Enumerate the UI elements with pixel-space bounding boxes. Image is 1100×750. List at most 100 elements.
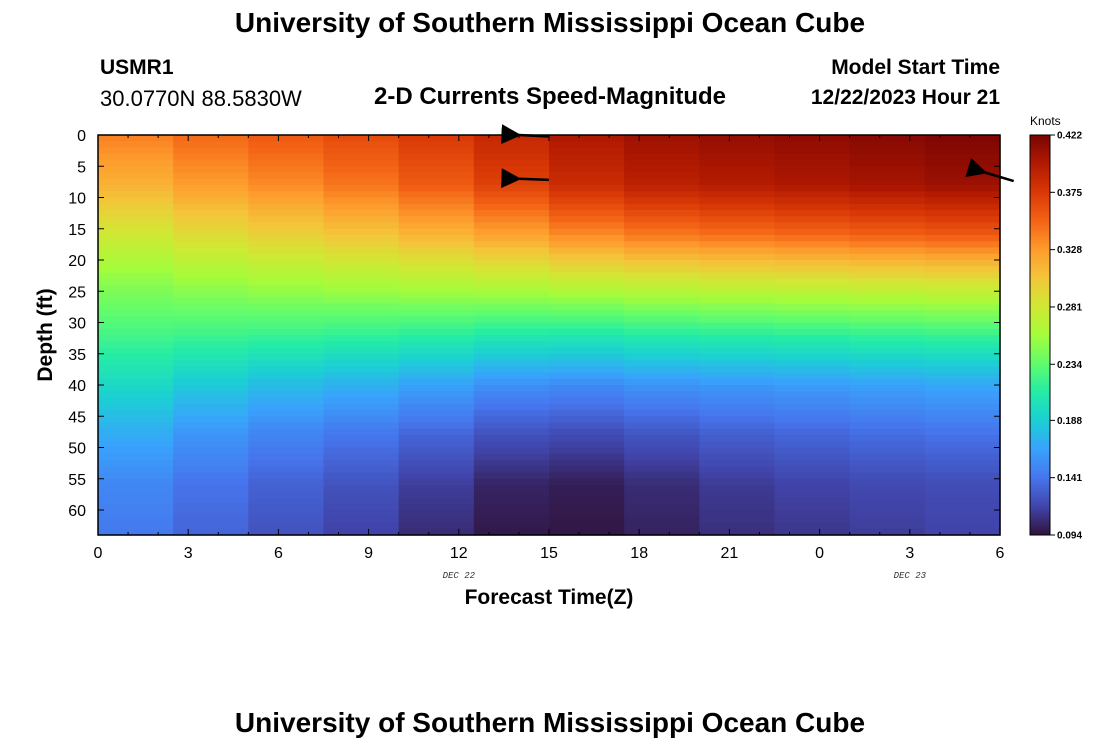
heatmap-cell [924,478,1001,486]
x-tick-label: 18 [630,545,648,562]
heatmap-cell [549,347,625,355]
y-tick-label: 40 [68,378,86,395]
heatmap-cell [549,453,625,461]
heatmap-cell [924,378,1001,386]
heatmap-cell [398,253,475,261]
heatmap-cell [98,422,174,430]
heatmap-cell [624,316,700,324]
heatmap-cell [473,185,550,192]
heatmap-cell [398,378,475,386]
heatmap-cell [98,341,174,349]
heatmap-cell [98,235,174,242]
heatmap-cell [473,310,550,317]
heatmap-cell [549,447,625,455]
heatmap-cell [699,503,776,511]
y-tick-label: 20 [68,253,86,270]
colorbar-tick-label: 0.422 [1057,131,1082,142]
heatmap-cell [849,147,926,155]
heatmap-cell [248,410,325,417]
heatmap-cell [624,328,700,336]
heatmap-cell [398,228,475,236]
heatmap-cell [549,328,625,336]
heatmap-cell [248,216,325,224]
heatmap-cell [549,528,625,536]
heatmap-cell [473,422,550,430]
x-tick-label: 9 [364,545,373,562]
heatmap-cell [323,291,400,299]
heatmap-cell [473,278,550,286]
heatmap-cell [248,385,325,392]
heatmap-cell [624,247,700,255]
heatmap-cell [398,241,475,249]
heatmap-cell [98,135,174,142]
heatmap-cell [473,378,550,386]
heatmap-cell [849,278,926,286]
heatmap-cell [248,341,325,349]
heatmap-cell [699,353,776,361]
heatmap-cell [173,353,249,361]
heatmap-cell [248,347,325,355]
heatmap-cell [98,153,174,161]
heatmap-cell [549,516,625,524]
heatmap-cell [849,316,926,324]
x-tick-label: 3 [184,545,193,562]
heatmap-cell [98,228,174,236]
heatmap-cell [173,260,249,267]
heatmap-cell [699,216,776,224]
heatmap-cell [398,260,475,267]
heatmap-cell [699,510,776,517]
heatmap-cell [699,385,776,392]
heatmap-cell [924,366,1001,374]
colorbar-tick-label: 0.375 [1057,188,1082,199]
heatmap-cell [98,447,174,455]
heatmap-cell [699,435,776,442]
heatmap-cell [699,416,776,424]
heatmap-cell [173,385,249,392]
heatmap-cell [248,253,325,261]
heatmap-cell [774,260,851,267]
heatmap-cell [323,172,400,180]
heatmap-cell [849,210,926,217]
heatmap-cell [98,210,174,217]
heatmap-cell [774,491,851,499]
heatmap-cell [173,272,249,280]
heatmap-cell [699,347,776,355]
heatmap-cell [398,135,475,142]
heatmap-cell [98,353,174,361]
heatmap-cell [473,197,550,205]
heatmap-cell [173,497,249,505]
heatmap-cell [173,222,249,230]
heatmap-cell [173,141,249,149]
heatmap-cell [699,278,776,286]
heatmap-cell [398,516,475,524]
heatmap-cell [549,353,625,361]
heatmap-cell [248,185,325,192]
heatmap-cell [173,403,249,411]
heatmap-cell [473,297,550,305]
heatmap-cell [849,185,926,192]
heatmap-cell [173,466,249,474]
heatmap-cell [774,510,851,517]
heatmap-cell [849,141,926,149]
heatmap-cell [849,385,926,392]
heatmap-cell [398,303,475,311]
heatmap-cell [398,172,475,180]
heatmap-cell [473,347,550,355]
heatmap-cell [173,522,249,530]
heatmap-cell [473,435,550,442]
heatmap-cell [98,497,174,505]
heatmap-cell [549,360,625,367]
heatmap-cell [323,466,400,474]
heatmap-cell [323,216,400,224]
heatmap-cell [323,153,400,161]
heatmap-cell [98,222,174,230]
heatmap-cell [323,297,400,305]
heatmap-cell [624,228,700,236]
heatmap-cell [699,228,776,236]
heatmap-cell [699,328,776,336]
heatmap-cell [624,266,700,274]
heatmap-cell [323,378,400,386]
heatmap-cell [248,297,325,305]
heatmap-cell [473,216,550,224]
heatmap-cell [248,353,325,361]
